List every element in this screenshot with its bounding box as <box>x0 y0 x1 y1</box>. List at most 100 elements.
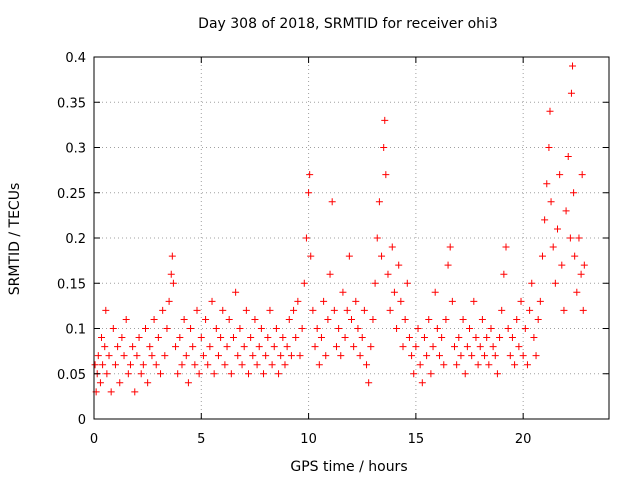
data-point <box>193 306 201 314</box>
data-point <box>114 343 122 351</box>
data-point <box>137 370 145 378</box>
data-point <box>381 116 389 124</box>
data-point <box>560 306 568 314</box>
data-point <box>146 343 154 351</box>
data-point <box>219 306 227 314</box>
data-point <box>418 379 426 387</box>
data-point <box>255 343 263 351</box>
data-point <box>360 306 368 314</box>
data-point <box>223 343 231 351</box>
data-point <box>485 361 493 369</box>
data-point <box>180 315 188 323</box>
data-point <box>107 388 115 396</box>
data-point <box>384 270 392 278</box>
data-point <box>99 361 107 369</box>
data-point <box>551 279 559 287</box>
data-point <box>530 334 538 342</box>
data-point <box>545 144 553 151</box>
data-point <box>491 352 499 360</box>
data-point <box>313 325 321 332</box>
data-point <box>101 343 109 351</box>
data-point <box>152 361 160 369</box>
data-point <box>515 343 523 351</box>
data-point <box>111 361 119 369</box>
data-point <box>191 361 199 369</box>
data-point <box>214 352 222 360</box>
data-point <box>144 379 152 387</box>
data-point <box>247 334 255 342</box>
data-point <box>135 334 143 342</box>
data-point <box>328 198 336 206</box>
data-point <box>493 370 501 378</box>
data-point <box>98 334 106 342</box>
data-point <box>206 343 214 351</box>
data-point <box>504 325 512 332</box>
data-point <box>165 297 173 305</box>
data-point <box>307 252 315 260</box>
data-point <box>401 315 409 323</box>
y-axis-label: SRMTID / TECUs <box>7 183 23 296</box>
data-point <box>277 352 285 360</box>
data-point <box>161 352 169 360</box>
data-point <box>468 352 476 360</box>
data-point <box>577 270 585 278</box>
y-tick-label: 0.25 <box>57 187 86 202</box>
data-point <box>517 297 525 305</box>
data-point <box>408 352 416 360</box>
data-point <box>178 361 186 369</box>
data-point <box>268 361 276 369</box>
data-point <box>287 352 295 360</box>
data-point <box>440 361 448 369</box>
data-point <box>184 379 192 387</box>
data-point <box>498 306 506 314</box>
x-tick-label: 15 <box>408 432 425 447</box>
data-point <box>322 352 330 360</box>
data-point <box>570 189 578 197</box>
data-point <box>154 334 162 342</box>
data-point <box>245 370 252 378</box>
data-point <box>320 297 328 305</box>
x-tick-label: 20 <box>515 432 532 447</box>
data-point <box>167 270 175 278</box>
data-point <box>264 334 272 342</box>
data-point <box>302 234 310 242</box>
data-point <box>290 306 298 314</box>
data-point <box>476 343 484 351</box>
data-point <box>571 252 579 260</box>
data-point <box>317 334 325 342</box>
data-point <box>410 370 418 378</box>
data-point <box>536 297 544 305</box>
data-point <box>120 352 128 360</box>
data-point <box>326 270 334 278</box>
data-point <box>412 343 420 351</box>
data-point <box>386 306 394 314</box>
data-point <box>126 361 134 369</box>
data-point <box>341 334 349 342</box>
data-point <box>363 361 371 369</box>
data-point <box>204 361 212 369</box>
data-point <box>558 261 566 269</box>
data-point <box>253 361 261 369</box>
data-point <box>240 343 248 351</box>
data-point <box>345 252 353 260</box>
data-point <box>489 343 497 351</box>
data-point <box>573 288 581 296</box>
data-point <box>474 361 482 369</box>
y-tick-label: 0.4 <box>65 51 86 66</box>
data-point <box>339 288 347 296</box>
data-point <box>388 243 396 251</box>
data-point <box>367 343 375 351</box>
chart-title: Day 308 of 2018, SRMTID for receiver ohi… <box>198 16 498 32</box>
data-point <box>459 315 467 323</box>
data-point <box>519 352 527 360</box>
data-point <box>500 270 508 278</box>
data-point <box>306 171 314 179</box>
data-point <box>109 325 117 332</box>
data-point <box>275 370 283 378</box>
data-point <box>546 107 554 115</box>
data-point <box>457 352 465 360</box>
data-point <box>526 306 534 314</box>
data-point <box>168 252 176 260</box>
data-point <box>91 361 99 369</box>
data-point <box>225 315 233 323</box>
